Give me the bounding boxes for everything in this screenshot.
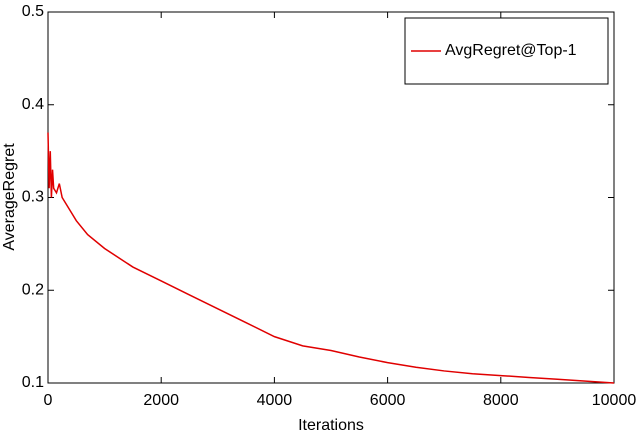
line-series [47, 132, 615, 384]
x-tick-label: 0 [44, 392, 53, 409]
x-tick-label: 10000 [592, 392, 637, 409]
y-tick-label: 0.1 [22, 374, 44, 391]
y-tick-label: 0.4 [22, 96, 44, 113]
y-tick-label: 0.2 [22, 281, 44, 298]
legend-label: AvgRegret@Top-1 [445, 42, 577, 59]
x-tick-label: 6000 [370, 392, 406, 409]
x-tick-label: 2000 [143, 392, 179, 409]
x-tick-label: 4000 [257, 392, 293, 409]
y-tick-label: 0.5 [22, 3, 44, 20]
y-tick-label: 0.3 [22, 189, 44, 206]
y-axis-label: AverageRegret [1, 143, 18, 251]
x-tick-label: 8000 [483, 392, 519, 409]
x-axis-label: Iterations [298, 417, 364, 434]
